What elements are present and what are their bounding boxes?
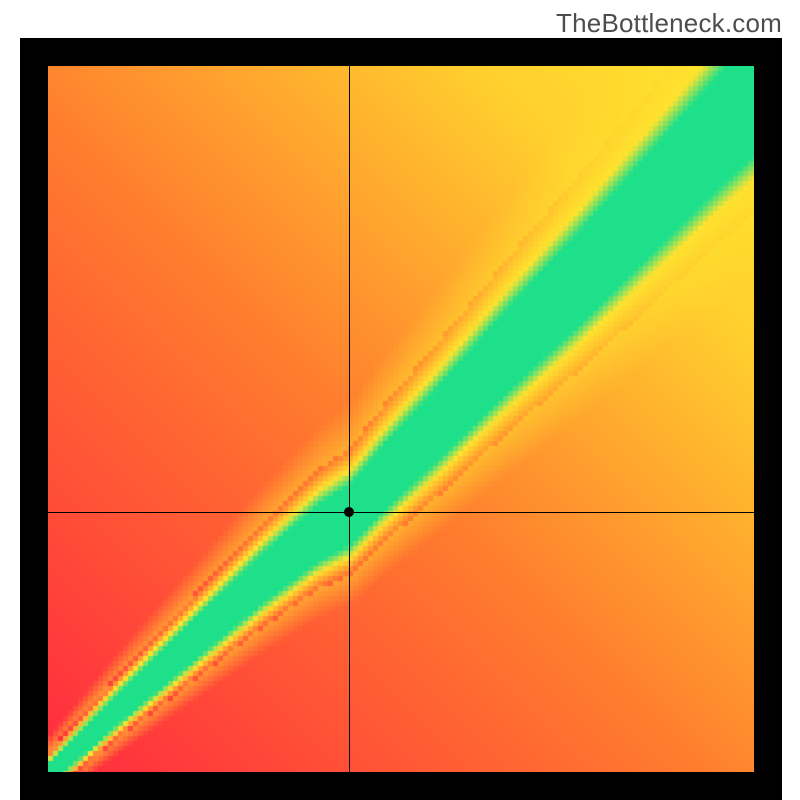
watermark-text: TheBottleneck.com [556,8,782,39]
crosshair-horizontal [48,512,754,513]
crosshair-vertical [349,66,350,772]
heatmap-plot [48,66,754,772]
crosshair-marker [344,507,354,517]
heatmap-canvas [48,66,754,772]
